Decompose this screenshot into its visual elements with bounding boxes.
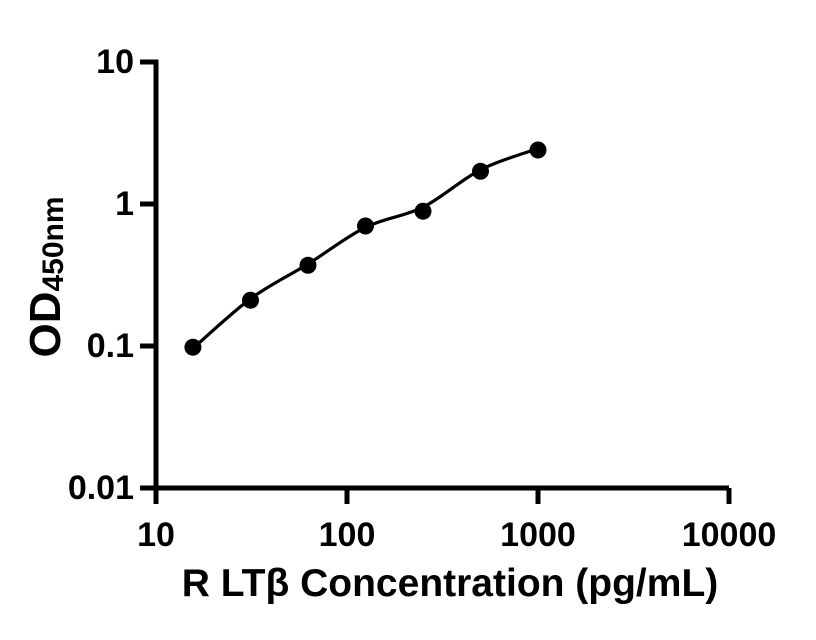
x-tick-label-10000: 10000	[682, 516, 777, 554]
data-point-250	[414, 202, 432, 220]
x-tick-label-10: 10	[137, 516, 175, 554]
y-axis-title-main: OD	[21, 292, 70, 358]
axis-frame	[140, 59, 729, 491]
y-tick-label-0.01: 0.01	[68, 469, 134, 507]
y-tick-label-10: 10	[96, 43, 134, 81]
data-point-125	[357, 217, 374, 235]
data-point-15.6	[184, 338, 202, 356]
data-point-31.25	[242, 291, 259, 309]
x-tick-label-1000: 1000	[500, 516, 576, 554]
y-tick-label-0.1: 0.1	[87, 327, 134, 365]
y-tick-label-1: 1	[115, 185, 134, 223]
y-axis-title: OD450nm	[21, 196, 70, 357]
fit-curve	[191, 146, 540, 351]
x-tick-label-100: 100	[319, 516, 376, 554]
data-point-62.5	[299, 256, 317, 274]
data-point-500	[472, 162, 489, 180]
data-point-1000	[529, 141, 547, 159]
y-axis-title-subscript: 450nm	[37, 196, 70, 291]
x-axis-title: R LTβ Concentration (pg/mL)	[182, 562, 719, 605]
